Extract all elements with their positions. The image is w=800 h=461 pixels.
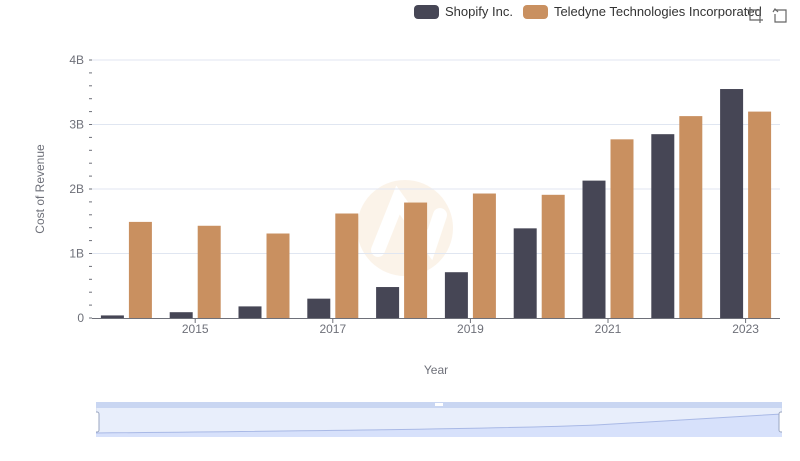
bars	[100, 89, 772, 319]
bar-teledyne-2015[interactable]	[197, 225, 221, 318]
chart-toolbar	[746, 6, 790, 24]
bar-shopify-2022[interactable]	[651, 134, 675, 318]
y-tick-label: 4B	[69, 53, 84, 67]
y-tick-label: 2B	[69, 182, 84, 196]
bar-teledyne-2018[interactable]	[404, 202, 428, 318]
y-tick-label: 0	[77, 311, 84, 325]
bar-teledyne-2023[interactable]	[748, 111, 772, 318]
zoom-center-grip[interactable]	[435, 403, 443, 406]
y-tick-label: 1B	[69, 247, 84, 261]
chart-area: 2015 2017 2019 2021 2023 0 1B 2B 3B 4B Cost of R…	[33, 53, 780, 377]
x-axis-ticks: 2015 2017 2019 2021 2023	[182, 318, 759, 336]
x-tick-label: 2017	[319, 322, 346, 336]
zoom-handle-left[interactable]	[96, 411, 100, 433]
y-axis-title: Cost of Revenue	[33, 144, 47, 234]
bar-shopify-2019[interactable]	[444, 272, 468, 318]
bar-shopify-2020[interactable]	[513, 228, 537, 318]
bar-teledyne-2019[interactable]	[472, 193, 496, 318]
bar-shopify-2014[interactable]	[100, 315, 124, 318]
legend-label-teledyne: Teledyne Technologies Incorporated	[553, 4, 762, 19]
bar-teledyne-2020[interactable]	[541, 194, 565, 318]
zoom-icon[interactable]	[746, 6, 764, 24]
y-minor-ticks	[89, 59, 92, 319]
bar-teledyne-2016[interactable]	[266, 233, 290, 318]
legend-label-shopify: Shopify Inc.	[445, 4, 513, 19]
bar-shopify-2016[interactable]	[238, 306, 262, 318]
bar-shopify-2017[interactable]	[307, 298, 331, 318]
legend-item-teledyne[interactable]: Teledyne Technologies Incorporated	[522, 4, 762, 19]
y-tick-label: 3B	[69, 118, 84, 132]
y-axis-labels: 0 1B 2B 3B 4B	[69, 53, 84, 325]
data-zoom-slider[interactable]	[96, 402, 782, 437]
legend: Shopify Inc. Teledyne Technologies Incor…	[414, 4, 762, 19]
bar-shopify-2023[interactable]	[720, 89, 744, 319]
bar-teledyne-2022[interactable]	[679, 116, 703, 319]
legend-swatch-shopify	[414, 4, 439, 19]
x-tick-label: 2019	[457, 322, 484, 336]
bar-teledyne-2021[interactable]	[610, 139, 634, 318]
zoom-preview-line	[96, 413, 782, 434]
legend-item-shopify[interactable]: Shopify Inc.	[414, 4, 513, 19]
x-tick-label: 2023	[732, 322, 759, 336]
x-axis-title: Year	[424, 363, 448, 377]
bar-shopify-2018[interactable]	[376, 287, 400, 318]
legend-swatch-teledyne	[522, 4, 548, 19]
restore-icon[interactable]	[772, 6, 790, 24]
x-tick-label: 2021	[595, 322, 622, 336]
zoom-handle-right[interactable]	[778, 411, 782, 433]
bar-teledyne-2014[interactable]	[128, 221, 152, 318]
bar-teledyne-2017[interactable]	[335, 213, 359, 318]
bar-shopify-2021[interactable]	[582, 180, 606, 318]
x-tick-label: 2015	[182, 322, 209, 336]
bar-shopify-2015[interactable]	[169, 312, 193, 318]
